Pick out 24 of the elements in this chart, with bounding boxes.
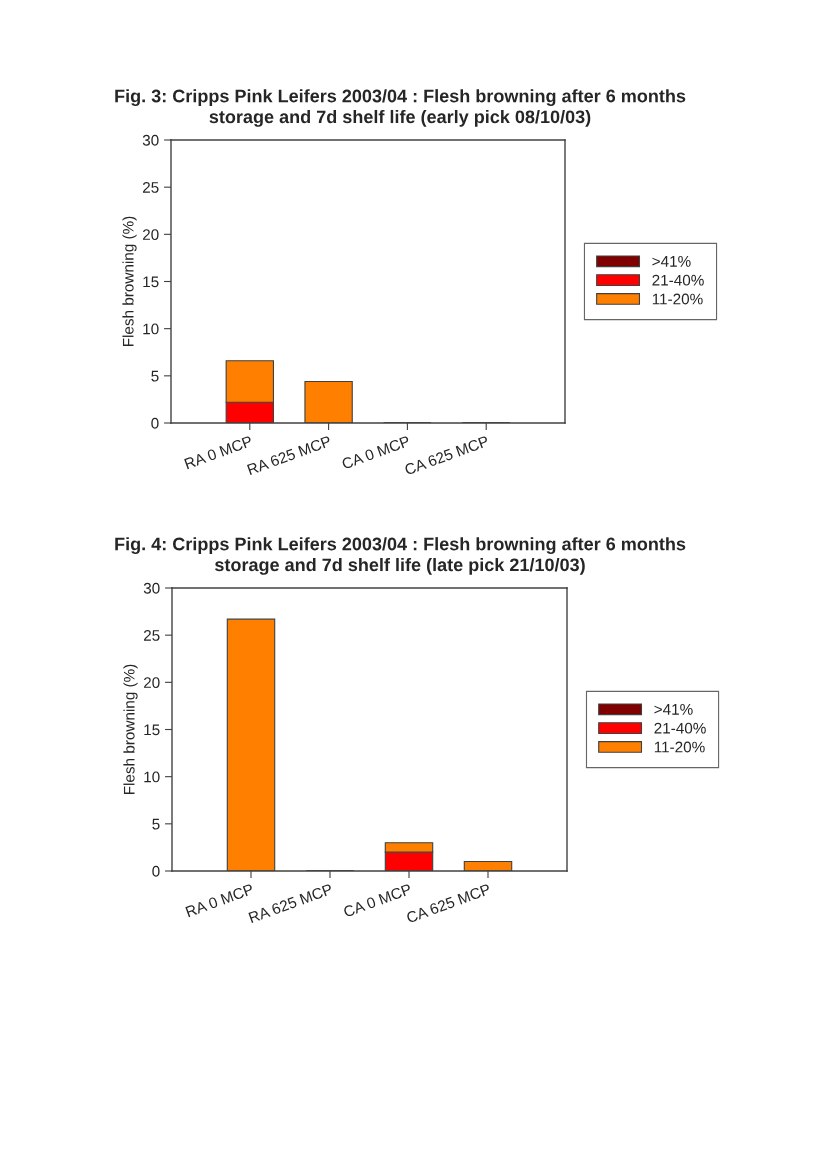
- legend-label: >41%: [654, 704, 693, 715]
- y-axis-title: Flesh browning (%): [123, 664, 138, 795]
- y-tick-label: 10: [143, 323, 159, 335]
- legend-label: 11-20%: [654, 741, 705, 753]
- chart-title: Fig. 3: Cripps Pink Leifers 2003/04 : Flesh browning after 6 months storage and 7d shelf life (early pick 08/10/03): [115, 89, 686, 127]
- y-tick-label: 25: [143, 630, 160, 641]
- legend-label: 11-20%: [652, 293, 703, 305]
- y-tick-label: 0: [151, 417, 159, 429]
- legend-label: 21-40%: [652, 274, 704, 286]
- y-tick-label: 15: [144, 724, 160, 736]
- y-tick-label: 20: [143, 677, 160, 689]
- y-tick-label: 20: [142, 229, 159, 241]
- y-tick-label: 25: [142, 182, 159, 193]
- y-tick-label: 0: [152, 865, 160, 877]
- legend-label: 21-40%: [654, 722, 706, 734]
- chart-title: Fig. 4: Cripps Pink Leifers 2003/04 : Flesh browning after 6 months storage and 7d shelf life (late pick 21/10/03): [115, 537, 686, 575]
- y-tick-label: 15: [143, 276, 159, 288]
- y-axis-title: Flesh browning (%): [122, 216, 137, 347]
- y-tick-label: 5: [151, 370, 159, 382]
- y-tick-label: 30: [143, 582, 160, 594]
- y-tick-label: 30: [142, 134, 159, 146]
- y-tick-label: 10: [144, 771, 160, 783]
- legend-label: >41%: [652, 256, 691, 267]
- y-tick-label: 5: [152, 818, 160, 830]
